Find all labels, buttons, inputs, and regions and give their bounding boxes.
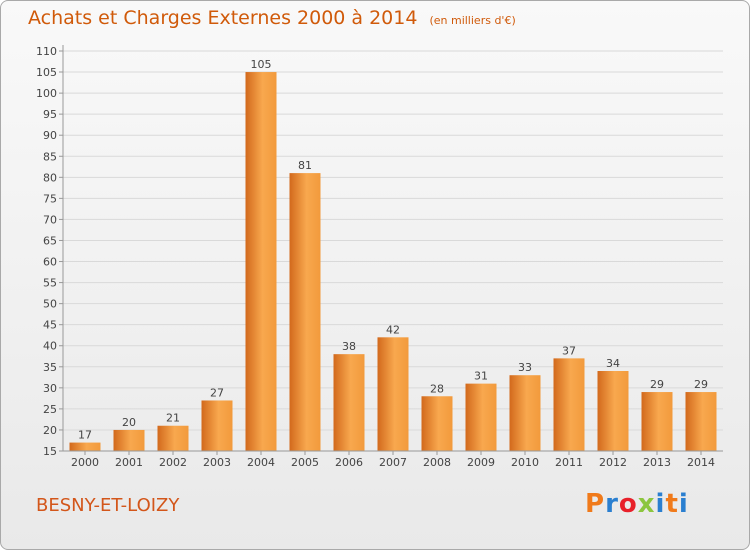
bar-chart: 15 20 25 30 35 40 45 50 55 60 65 70 75 80 85 90 95 100 105… — [36, 45, 723, 469]
x-tick-label: 2000 — [71, 456, 99, 469]
logo-letter: o — [618, 489, 638, 519]
logo-letter: t — [665, 489, 679, 519]
bar-2014 — [685, 392, 717, 451]
y-tick-label: 15 — [43, 445, 57, 458]
x-tick-label: 2001 — [115, 456, 143, 469]
x-tick-label: 2003 — [203, 456, 231, 469]
x-axis-ticks: 2000 2001 2002 2003 2004 2005 2006 2007 2008 2009… — [71, 451, 715, 469]
data-label: 20 — [122, 416, 136, 429]
bar-2004 — [245, 72, 277, 451]
title-row: Achats et Charges Externes 2000 à 2014 (… — [28, 7, 516, 29]
x-tick-label: 2012 — [599, 456, 627, 469]
y-tick-label: 40 — [43, 340, 57, 353]
chart-units: (en milliers d'€) — [429, 14, 516, 27]
y-tick-label: 90 — [43, 129, 57, 142]
data-label: 27 — [210, 386, 224, 399]
y-tick-label: 45 — [43, 319, 57, 332]
logo-letter: x — [637, 489, 656, 519]
x-tick-label: 2009 — [467, 456, 495, 469]
chart-title: Achats et Charges Externes 2000 à 2014 — [28, 7, 418, 29]
y-tick-label: 110 — [36, 45, 57, 58]
x-tick-label: 2002 — [159, 456, 187, 469]
bar-2000 — [69, 442, 101, 451]
y-tick-label: 25 — [43, 403, 57, 416]
y-tick-label: 20 — [43, 424, 57, 437]
bar-2009 — [465, 383, 497, 451]
y-tick-label: 95 — [43, 108, 57, 121]
y-tick-label: 60 — [43, 256, 57, 269]
commune-name: BESNY-ET-LOIZY — [36, 495, 180, 516]
y-tick-label: 85 — [43, 150, 57, 163]
logo-letter: r — [605, 489, 619, 519]
y-tick-label: 35 — [43, 361, 57, 374]
y-tick-label: 75 — [43, 192, 57, 205]
bar-2011 — [553, 358, 585, 451]
x-tick-label: 2014 — [687, 456, 715, 469]
x-tick-label: 2005 — [291, 456, 319, 469]
bar-2013 — [641, 392, 673, 451]
data-label: 38 — [342, 340, 356, 353]
logo-letter: P — [585, 489, 606, 519]
data-label: 37 — [562, 344, 576, 357]
bar-2005 — [289, 173, 321, 451]
logo-letter: i — [678, 489, 689, 519]
y-tick-label: 30 — [43, 382, 57, 395]
proxiti-logo[interactable]: Proxiti — [585, 489, 689, 519]
bar-2008 — [421, 396, 453, 451]
data-label: 33 — [518, 361, 532, 374]
x-tick-label: 2011 — [555, 456, 583, 469]
data-label: 34 — [606, 357, 620, 370]
data-label: 31 — [474, 370, 488, 383]
y-tick-label: 55 — [43, 277, 57, 290]
data-label: 17 — [78, 429, 92, 442]
data-label: 28 — [430, 382, 444, 395]
data-label: 29 — [650, 378, 664, 391]
bar-2006 — [333, 354, 365, 451]
data-labels: 17 20 21 27 105 81 38 42 28 31 33 37 34 29 29 — [78, 58, 708, 442]
data-label: 81 — [298, 159, 312, 172]
bar-2010 — [509, 375, 541, 451]
x-tick-label: 2010 — [511, 456, 539, 469]
bars — [69, 72, 717, 451]
x-tick-label: 2004 — [247, 456, 275, 469]
y-tick-label: 105 — [36, 66, 57, 79]
bar-2003 — [201, 400, 233, 451]
bar-2007 — [377, 337, 409, 451]
data-label: 29 — [694, 378, 708, 391]
axes — [62, 45, 723, 452]
bar-2002 — [157, 425, 189, 451]
y-tick-label: 50 — [43, 298, 57, 311]
x-tick-label: 2008 — [423, 456, 451, 469]
y-axis-ticks: 15 20 25 30 35 40 45 50 55 60 65 70 75 80 85 90 95 100 105… — [36, 45, 63, 458]
x-tick-label: 2006 — [335, 456, 363, 469]
y-tick-label: 100 — [36, 87, 57, 100]
y-tick-label: 80 — [43, 171, 57, 184]
data-label: 105 — [251, 58, 272, 71]
data-label: 21 — [166, 412, 180, 425]
logo-letter: i — [655, 489, 666, 519]
bar-2001 — [113, 429, 145, 451]
y-tick-label: 70 — [43, 213, 57, 226]
y-tick-label: 65 — [43, 234, 57, 247]
data-label: 42 — [386, 323, 400, 336]
bar-2012 — [597, 371, 629, 451]
x-tick-label: 2013 — [643, 456, 671, 469]
x-tick-label: 2007 — [379, 456, 407, 469]
